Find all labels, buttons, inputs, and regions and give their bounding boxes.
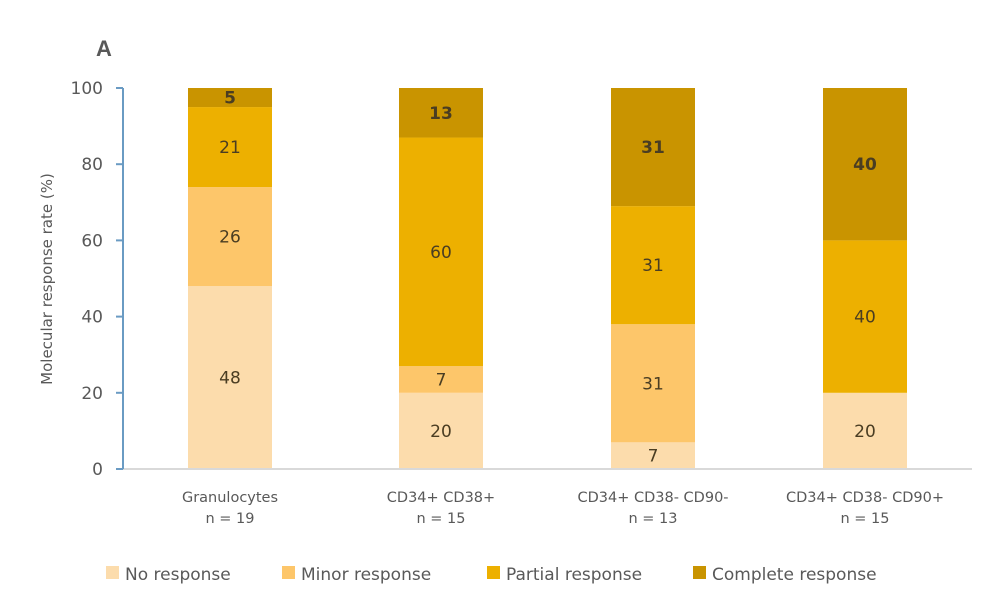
bar-segment-no-response (823, 392, 907, 469)
data-label: 31 (641, 138, 665, 158)
x-tick-label: CD34+ CD38+ (387, 490, 495, 506)
category-labels-group: Granulocytes n = 19 CD34+ CD38+ n = 15 CD34+… (182, 490, 944, 527)
y-tick-label: 80 (81, 155, 103, 175)
legend-label: Minor response (301, 565, 431, 585)
panel-label: A (96, 36, 112, 61)
bar-segment-complete-response (823, 88, 907, 241)
y-tick-label: 40 (81, 308, 103, 328)
bar-segment-no-response (611, 442, 695, 469)
y-axis-label: Molecular response rate (%) (38, 173, 56, 385)
x-tick-sublabel: n = 13 (628, 511, 677, 527)
axes-group: 0 20 40 60 80 100 (71, 79, 972, 480)
data-label: 26 (219, 228, 241, 248)
legend-label: Partial response (506, 565, 642, 585)
bar-segment-complete-response (399, 88, 483, 138)
bar-segment-partial-response (611, 206, 695, 325)
data-label: 7 (648, 447, 659, 467)
y-tick-label: 60 (81, 231, 103, 251)
legend-label: No response (125, 565, 231, 585)
x-tick-label: CD34+ CD38- CD90+ (786, 490, 944, 506)
data-label: 20 (854, 422, 876, 442)
legend-swatch (106, 566, 119, 579)
bar-segment-complete-response (611, 88, 695, 207)
data-label: 21 (219, 138, 241, 158)
data-label: 5 (224, 89, 236, 109)
bar-segment-partial-response (188, 107, 272, 188)
bar-segment-minor-response (399, 366, 483, 393)
x-tick-label: CD34+ CD38- CD90- (577, 490, 728, 506)
legend-swatch (693, 566, 706, 579)
bar-segment-no-response (399, 392, 483, 469)
bar-segment-minor-response (188, 187, 272, 287)
x-tick-sublabel: n = 15 (840, 511, 889, 527)
legend-swatch (282, 566, 295, 579)
x-tick-sublabel: n = 15 (416, 511, 465, 527)
data-label: 13 (429, 104, 453, 124)
y-tick-label: 20 (81, 384, 103, 404)
data-label: 31 (642, 256, 664, 276)
bar-segment-complete-response (188, 88, 272, 108)
bar-segment-partial-response (823, 240, 907, 393)
data-label: 40 (854, 308, 876, 328)
data-label: 60 (430, 243, 452, 263)
y-tick-label: 0 (92, 460, 103, 480)
y-tick-label: 100 (71, 79, 103, 99)
legend-label: Complete response (712, 565, 877, 585)
legend: No response Minor response Partial respons… (106, 565, 877, 585)
x-tick-sublabel: n = 19 (205, 511, 254, 527)
bars-group: 48 26 21 5 20 7 60 13 7 31 31 31 20 40 40 (188, 88, 907, 469)
data-label: 48 (219, 369, 241, 389)
data-label: 40 (853, 155, 877, 175)
bar-segment-no-response (188, 286, 272, 469)
bar-segment-partial-response (399, 137, 483, 367)
data-label: 31 (642, 374, 664, 394)
data-label: 7 (436, 370, 447, 390)
x-tick-label: Granulocytes (182, 490, 278, 506)
legend-swatch (487, 566, 500, 579)
data-label: 20 (430, 422, 452, 442)
bar-segment-minor-response (611, 324, 695, 443)
